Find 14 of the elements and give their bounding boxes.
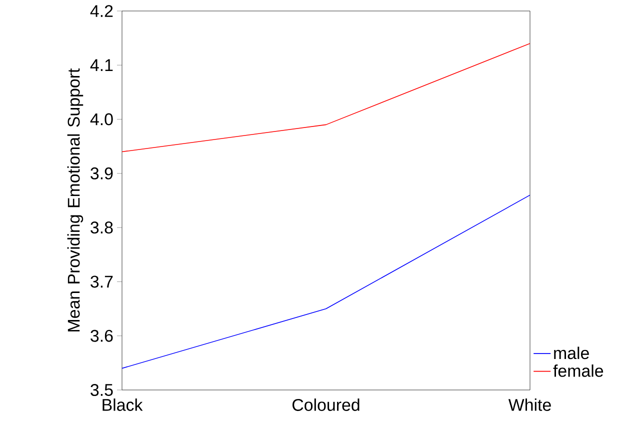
y-tick-label: 4.0 [90, 113, 113, 126]
x-tick-label: Coloured [292, 398, 360, 411]
x-tick-label: Black [102, 398, 143, 411]
y-tick-label: 3.5 [90, 384, 113, 396]
y-tick-label: 3.8 [90, 222, 113, 234]
y-tick-label: 3.7 [90, 276, 113, 288]
y-tick-label: 3.6 [90, 330, 113, 342]
y-tick-label: 4.2 [90, 5, 113, 17]
y-tick-label: 3.9 [90, 167, 113, 180]
y-tick-label: 4.1 [90, 59, 113, 71]
legend-label: male [554, 346, 589, 360]
x-tick-label: White [508, 398, 551, 411]
y-axis-title: Mean Providing Emotional Support [67, 68, 84, 332]
legend-label: female [553, 364, 604, 377]
